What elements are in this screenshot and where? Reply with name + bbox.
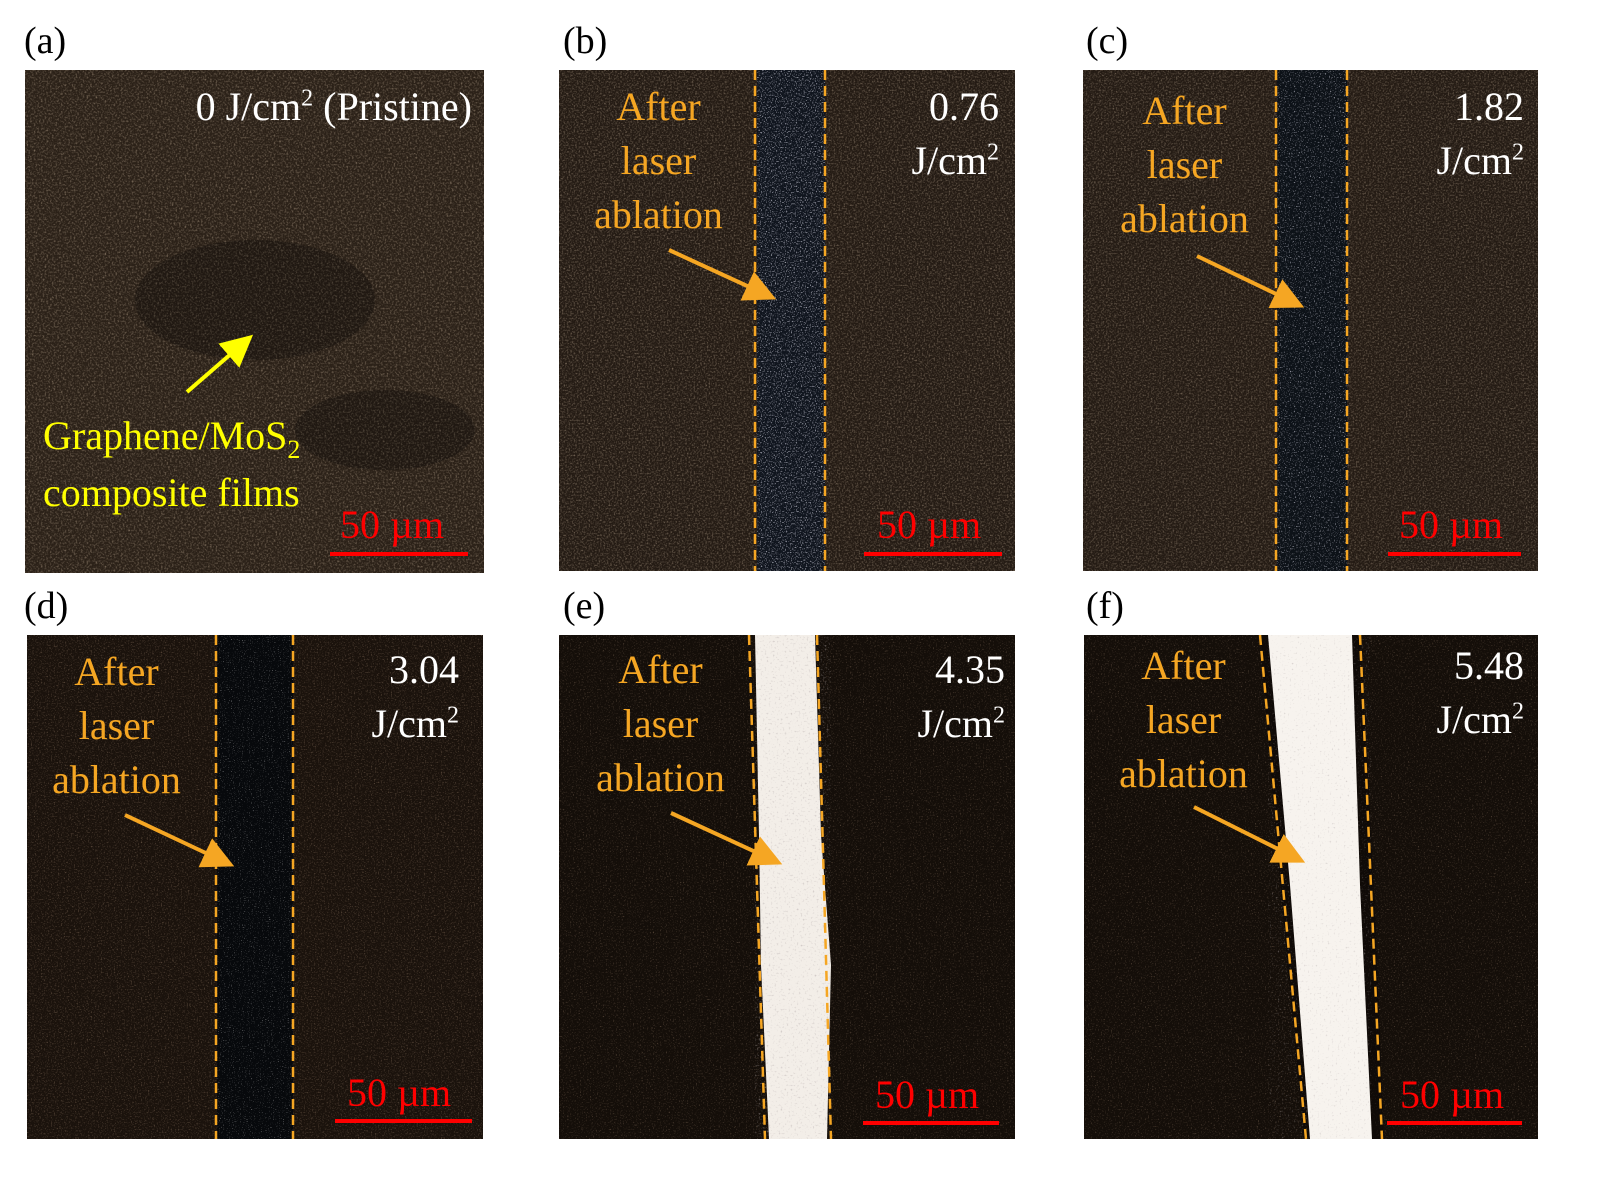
ablation-label-f: After laser ablation: [1119, 643, 1248, 796]
micrograph-a: 0 J/cm2 (Pristine) Graphene/MoS2 composi…: [25, 70, 484, 573]
panel-label-e: (e): [563, 585, 606, 627]
panel-label-c: (c): [1086, 20, 1129, 62]
micrograph-e: After laser ablation 4.35 J/cm2 50 µm: [559, 635, 1015, 1139]
micrograph-texture-f: [1084, 635, 1538, 1139]
scale-text-d: 50 µm: [347, 1070, 452, 1115]
scale-bar-b: [864, 552, 1002, 556]
panel-label-b: (b): [563, 20, 608, 62]
scale-text-f: 50 µm: [1400, 1072, 1505, 1117]
fluence-label-f: 5.48 J/cm2: [1436, 643, 1524, 742]
scale-bar-e: [863, 1121, 999, 1125]
micrograph-texture-e: [559, 635, 1015, 1139]
micrograph-texture-d: [27, 635, 483, 1139]
fluence-label-c: 1.82 J/cm2: [1436, 84, 1524, 183]
scale-bar-f: [1387, 1121, 1522, 1125]
fluence-label-a: 0 J/cm2 (Pristine): [195, 84, 472, 129]
panel-label-a: (a): [24, 20, 67, 62]
micrograph-texture-c: [1083, 70, 1538, 571]
micrograph-f: After laser ablation 5.48 J/cm2 50 µm: [1084, 635, 1538, 1139]
film-label: Graphene/MoS2 composite films: [43, 413, 301, 515]
fluence-label-b: 0.76 J/cm2: [911, 84, 999, 183]
micrograph-c: After laser ablation 1.82 J/cm2 50 µm: [1083, 70, 1538, 571]
ablation-label-e: After laser ablation: [596, 647, 725, 800]
scale-text-a: 50 µm: [340, 502, 445, 547]
scale-bar-c: [1388, 552, 1521, 556]
scale-bar-a: [330, 552, 468, 556]
micrograph-texture-a: [25, 70, 484, 573]
ablation-label-d: After laser ablation: [52, 649, 181, 802]
ablation-label-b: After laser ablation: [594, 84, 723, 237]
scale-text-e: 50 µm: [875, 1072, 980, 1117]
micrograph-texture-b: [559, 70, 1015, 571]
scale-bar-d: [335, 1119, 472, 1123]
scale-text-c: 50 µm: [1399, 502, 1504, 547]
micrograph-b: After laser ablation 0.76 J/cm2 50 µm: [559, 70, 1015, 571]
fluence-label-e: 4.35 J/cm2: [917, 647, 1005, 746]
fluence-label-d: 3.04 J/cm2: [371, 647, 459, 746]
scale-text-b: 50 µm: [877, 502, 982, 547]
panel-label-d: (d): [24, 585, 69, 627]
panel-label-f: (f): [1086, 585, 1124, 627]
micrograph-d: After laser ablation 3.04 J/cm2 50 µm: [27, 635, 483, 1139]
ablation-label-c: After laser ablation: [1120, 88, 1249, 241]
